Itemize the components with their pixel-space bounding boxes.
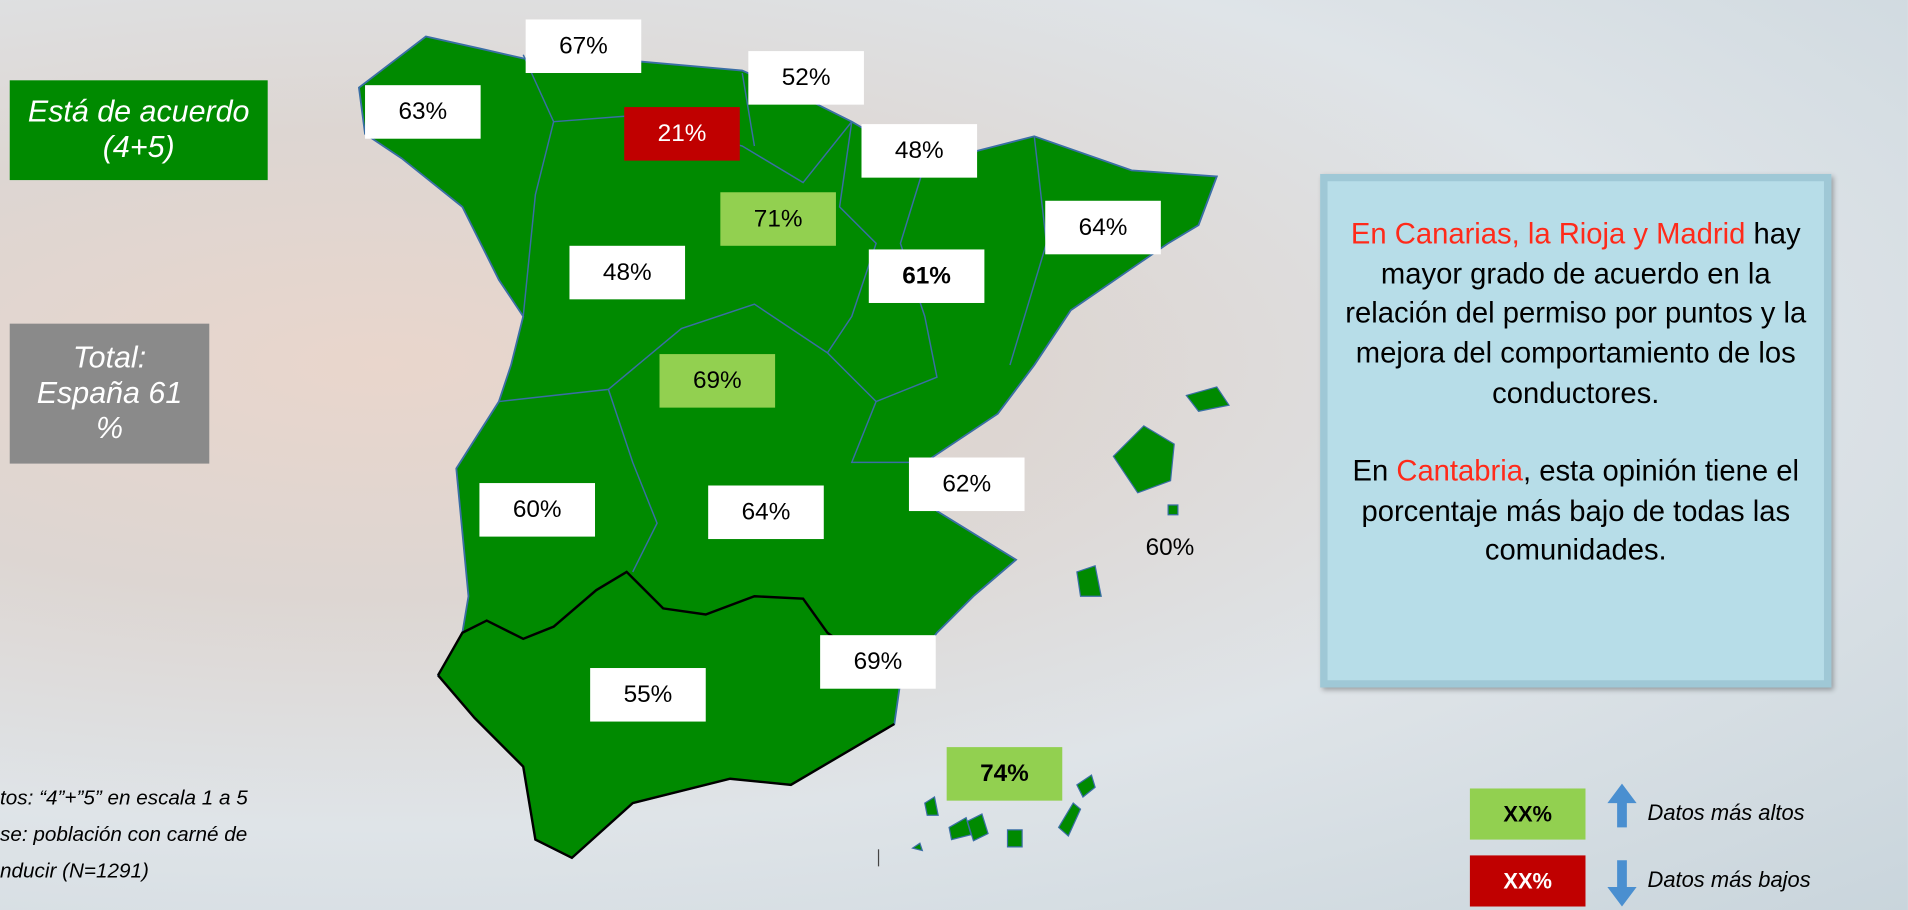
- arrow-down: [1607, 860, 1636, 906]
- region-label: 60%: [479, 483, 595, 537]
- region-label: 21%: [624, 107, 740, 161]
- legend-text: Datos más altos: [1648, 801, 1805, 827]
- region-label: 48%: [569, 246, 685, 300]
- island: [913, 843, 923, 850]
- peninsula: [359, 37, 1217, 858]
- region-label: 60%: [1112, 521, 1228, 575]
- legend-sample: XX%: [1470, 855, 1586, 906]
- region-label: 67%: [526, 19, 642, 73]
- region-label: 64%: [708, 486, 824, 540]
- info-box: En Canarias, la Rioja y Madrid hay mayor…: [1320, 174, 1831, 687]
- region-label: 61%: [869, 249, 985, 303]
- region-label: 69%: [820, 635, 936, 689]
- region-label: 52%: [748, 51, 864, 105]
- total-box: Total: España 61 %: [10, 324, 210, 464]
- island: [967, 814, 988, 841]
- island: [1113, 426, 1174, 493]
- slide: Está de acuerdo (4+5) Total: España 61 %…: [0, 0, 1908, 910]
- page: Está de acuerdo (4+5) Total: España 61 %…: [0, 0, 1908, 905]
- region-label: 64%: [1045, 201, 1161, 255]
- region-label: 62%: [909, 458, 1025, 512]
- island: [1008, 830, 1023, 847]
- info-text: En: [1353, 455, 1397, 488]
- footnote: nducir (N=1291): [0, 859, 149, 883]
- region-label: 74%: [947, 747, 1063, 801]
- legend-arrows: [1607, 784, 1636, 907]
- region-label: 69%: [660, 354, 776, 408]
- arrow-up: [1607, 784, 1636, 828]
- region-label: 63%: [365, 85, 481, 139]
- region-label: 55%: [590, 668, 706, 722]
- info-text: En Canarias, la Rioja y Madrid: [1351, 218, 1745, 251]
- island: [1059, 803, 1081, 836]
- info-text: Cantabria: [1396, 455, 1523, 488]
- region-label: 71%: [720, 192, 836, 246]
- legend-title: Está de acuerdo (4+5): [10, 80, 268, 180]
- island: [1168, 505, 1178, 515]
- info-paragraph: En Canarias, la Rioja y Madrid hay mayor…: [1337, 215, 1814, 413]
- island: [925, 797, 938, 815]
- island: [1077, 775, 1095, 797]
- info-paragraph: En Cantabria, esta opinión tiene el porc…: [1337, 453, 1814, 572]
- island: [1186, 387, 1229, 411]
- island: [1077, 566, 1101, 596]
- footnote: se: población con carné de: [0, 823, 247, 847]
- footnote: tos: “4”+”5” en escala 1 a 5: [0, 786, 248, 810]
- region-label: 48%: [861, 124, 977, 178]
- legend-text: Datos más bajos: [1648, 868, 1811, 894]
- legend-sample: XX%: [1470, 788, 1586, 839]
